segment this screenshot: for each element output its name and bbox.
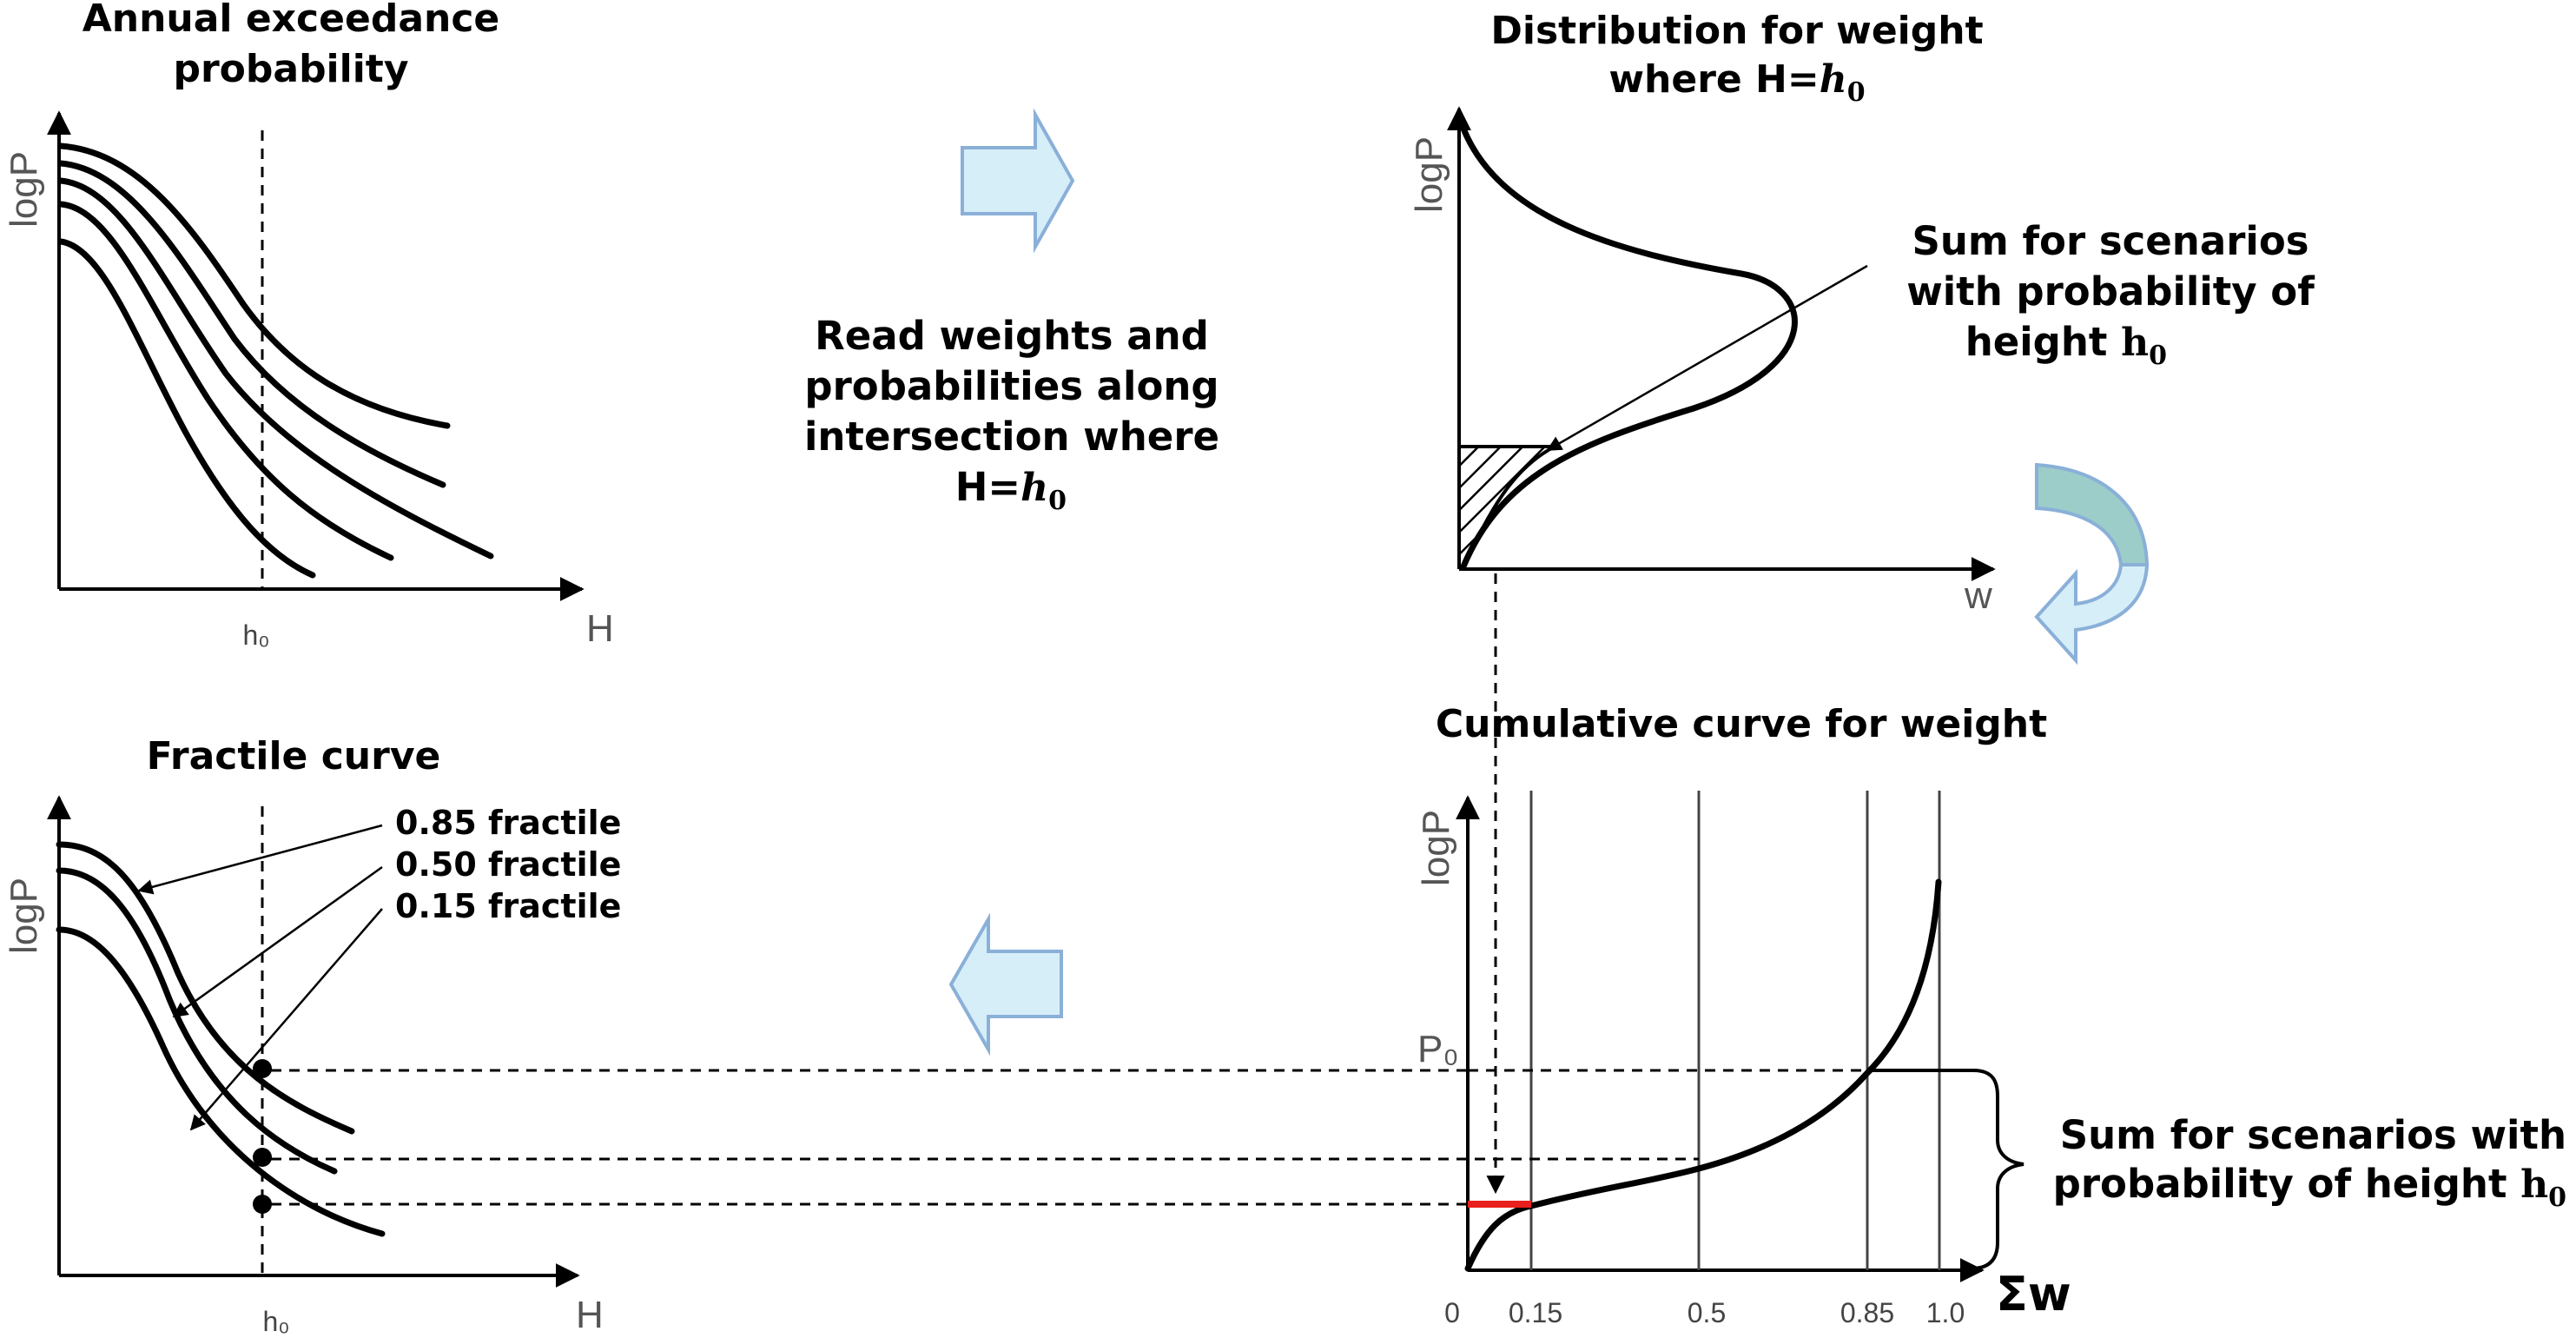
cumulative-brace	[1867, 1069, 2024, 1270]
distribution-y-label: logP	[1408, 136, 1450, 213]
middle-text-line4: H=h0	[955, 464, 1067, 516]
distribution-title-line1: Distribution for weight	[1490, 9, 1983, 53]
fractile-point-015	[253, 1195, 272, 1214]
cumulative-x-tick-085: 0.85	[1840, 1297, 1894, 1328]
annual-curve-3	[57, 177, 494, 560]
distribution-note-line1: Sum for scenarios	[1912, 218, 2308, 264]
middle-instruction-text: Read weights and probabilities along int…	[804, 313, 1219, 516]
cumulative-x-tick-0: 0	[1444, 1297, 1460, 1328]
fractile-label-015: 0.15 fractile	[395, 887, 621, 925]
fractile-curve-050	[56, 867, 338, 1175]
fractile-point-050	[253, 1148, 272, 1167]
fractile-point-085	[253, 1059, 272, 1078]
distribution-note-line2: with probability of	[1906, 268, 2315, 315]
annual-curve-4	[57, 201, 394, 561]
annual-curve-1	[57, 142, 451, 429]
distribution-x-label: w	[1964, 574, 1992, 617]
fractile-pointer-085	[137, 824, 383, 895]
cumulative-y-tick: P₀	[1417, 1028, 1459, 1070]
annual-title-line2: probability	[173, 47, 408, 91]
annual-exceedance-panel: Annual exceedance probability logP H h₀	[3, 0, 614, 651]
middle-text-line1: Read weights and	[815, 313, 1209, 359]
fractile-curve-085	[56, 841, 355, 1135]
distribution-pointer-arrow	[1546, 264, 1868, 452]
left-arrow-icon	[948, 912, 1063, 1056]
annual-y-label: logP	[3, 151, 45, 228]
fractile-pointer-015	[189, 908, 383, 1131]
fractile-y-label: logP	[3, 878, 45, 954]
fractile-h0-tick: h₀	[262, 1306, 289, 1337]
annual-h0-tick: h₀	[242, 619, 269, 651]
fractile-label-050: 0.50 fractile	[395, 845, 621, 884]
annual-x-label: H	[586, 607, 614, 650]
fractile-label-085: 0.85 fractile	[395, 804, 621, 842]
annual-curve-2	[57, 160, 446, 488]
distribution-panel: Distribution for weight where H=h0 logP …	[1408, 9, 2315, 617]
annual-curve-5	[57, 238, 316, 579]
cumulative-curve	[1464, 878, 1942, 1272]
fractile-title: Fractile curve	[147, 734, 441, 778]
fractile-x-label: H	[576, 1294, 604, 1336]
cumulative-x-tick-10: 1.0	[1926, 1297, 1965, 1328]
annual-title-line1: Annual exceedance	[83, 0, 500, 41]
fractile-curve-015	[56, 926, 386, 1237]
annual-curves	[57, 142, 494, 579]
distribution-note-line3: height h0	[1965, 319, 2167, 371]
cumulative-note-line1: Sum for scenarios with	[2060, 1112, 2566, 1158]
rotate-arrow-icon	[2034, 462, 2150, 666]
right-arrow-icon	[961, 108, 1075, 254]
cumulative-note-line2: probability of height h0	[2053, 1161, 2566, 1213]
fractile-pointer-050	[172, 865, 383, 1018]
fractile-panel: Fractile curve logP H h₀ 0.85 fractile 0…	[3, 734, 621, 1337]
middle-text-line2: probabilities along	[804, 363, 1219, 409]
cumulative-x-label: Σw	[1996, 1267, 2071, 1321]
cumulative-title: Cumulative curve for weight	[1436, 702, 2047, 746]
cumulative-y-label: logP	[1415, 810, 1457, 886]
cumulative-x-tick-015: 0.15	[1509, 1297, 1562, 1328]
distribution-curve	[1457, 118, 1798, 570]
distribution-title-line2: where H=h0	[1608, 57, 1865, 108]
middle-text-line3: intersection where	[804, 414, 1219, 460]
cumulative-x-tick-05: 0.5	[1688, 1297, 1726, 1328]
cumulative-panel: Cumulative curve for weight logP P₀ 0 0.…	[271, 573, 2566, 1328]
